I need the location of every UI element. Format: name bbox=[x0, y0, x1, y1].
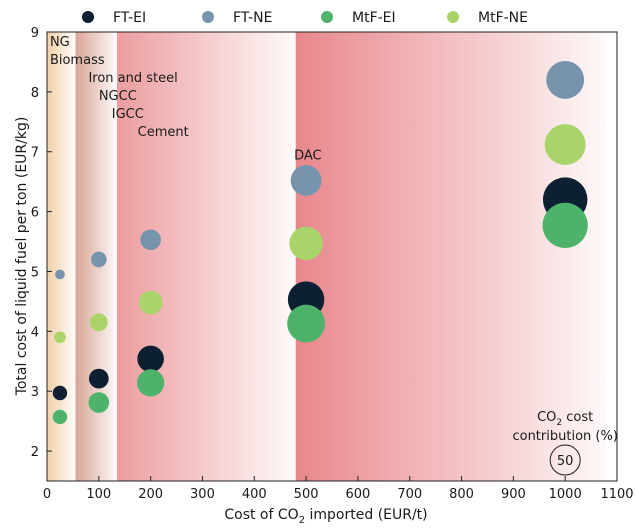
bubble-mtf-ei bbox=[52, 409, 68, 425]
source-label: Biomass bbox=[50, 53, 105, 68]
x-tick-label: 400 bbox=[242, 487, 267, 502]
size-key-circle bbox=[549, 444, 581, 476]
bubble-ft-ei bbox=[137, 345, 164, 373]
legend-label: FT-EI bbox=[113, 10, 146, 26]
source-label: DAC bbox=[294, 149, 322, 164]
size-key-title-line2: contribution (%) bbox=[512, 429, 617, 444]
x-axis-label-prefix: Cost of CO bbox=[224, 507, 298, 523]
bubble-mtf-ne bbox=[89, 313, 108, 332]
x-tick-label: 200 bbox=[138, 487, 163, 502]
bubble-mtf-ei bbox=[287, 304, 326, 343]
x-tick-label: 300 bbox=[190, 487, 215, 502]
source-label: Cement bbox=[138, 125, 189, 140]
bubble-mtf-ei bbox=[137, 369, 165, 397]
bubbles bbox=[52, 60, 588, 425]
source-regions bbox=[47, 32, 607, 481]
bubble-ft-ne bbox=[546, 60, 585, 99]
x-tick-label: 100 bbox=[86, 487, 111, 502]
source-label: NGCC bbox=[99, 89, 137, 104]
y-tick-label: 3 bbox=[31, 385, 39, 400]
y-tick-label: 8 bbox=[31, 86, 39, 101]
x-tick-label: 900 bbox=[501, 487, 526, 502]
bubble-mtf-ne bbox=[138, 290, 163, 315]
x-tick-label: 1000 bbox=[549, 487, 582, 502]
bubble-mtf-ne bbox=[54, 331, 66, 344]
y-tick-label: 9 bbox=[31, 26, 39, 41]
legend-marker-ft-ne bbox=[202, 11, 214, 23]
region-natural-gas-biomass bbox=[47, 32, 76, 481]
region-dac bbox=[295, 32, 607, 481]
y-tick-label: 4 bbox=[31, 325, 39, 340]
source-labels: NG Biomass Iron and steel NGCC IGCC Cement DAC bbox=[50, 35, 322, 164]
y-tick-label: 7 bbox=[31, 146, 39, 161]
bubble-ft-ei bbox=[52, 385, 68, 401]
region-cement bbox=[116, 32, 296, 481]
plot-frame bbox=[46, 31, 618, 482]
size-key-value: 50 bbox=[557, 454, 574, 469]
y-tick-label: 2 bbox=[31, 445, 39, 460]
legend: FT-EI FT-NE MtF-EI MtF-NE bbox=[82, 10, 528, 26]
source-label: NG bbox=[50, 35, 70, 50]
y-tick-label: 6 bbox=[31, 206, 39, 221]
bubble-ft-ne bbox=[55, 269, 65, 280]
legend-marker-mtf-ei bbox=[321, 11, 333, 23]
bubble-ft-ne bbox=[140, 229, 161, 251]
y-tick-label: 5 bbox=[31, 265, 39, 280]
x-tick-label: 800 bbox=[449, 487, 474, 502]
bubble-mtf-ne bbox=[289, 226, 323, 261]
x-axis-label: Cost of CO2 imported (EUR/t) bbox=[224, 507, 427, 526]
x-tick-label: 0 bbox=[43, 487, 51, 502]
bubble-mtf-ei bbox=[542, 202, 588, 248]
bubble-mtf-ne bbox=[544, 124, 586, 165]
source-label: IGCC bbox=[112, 107, 144, 122]
size-key-title: CO2 cost bbox=[537, 410, 593, 428]
bubble-ft-ne bbox=[290, 165, 322, 196]
x-axis-label-subscript: 2 bbox=[299, 515, 305, 526]
source-label: Iron and steel bbox=[88, 71, 177, 86]
legend-label: FT-NE bbox=[233, 10, 272, 26]
bubble-mtf-ei bbox=[88, 392, 110, 413]
y-axis-label: Total cost of liquid fuel per ton (EUR/k… bbox=[14, 117, 30, 397]
x-axis-label-suffix: imported (EUR/t) bbox=[305, 507, 428, 523]
bubble-ft-ei bbox=[88, 368, 109, 389]
x-tick-label: 700 bbox=[397, 487, 422, 502]
x-tick-label: 1100 bbox=[600, 487, 633, 502]
x-tick-label: 500 bbox=[294, 487, 319, 502]
legend-marker-ft-ei bbox=[82, 11, 94, 23]
axes: 0 100 200 300 400 500 600 700 800 900 1000 1100 2 3 4 5… bbox=[31, 26, 634, 502]
legend-label: MtF-EI bbox=[352, 10, 396, 26]
legend-marker-mtf-ne bbox=[447, 11, 459, 23]
x-tick-label: 600 bbox=[345, 487, 370, 502]
legend-label: MtF-NE bbox=[478, 10, 528, 26]
bubble-ft-ne bbox=[90, 251, 107, 268]
